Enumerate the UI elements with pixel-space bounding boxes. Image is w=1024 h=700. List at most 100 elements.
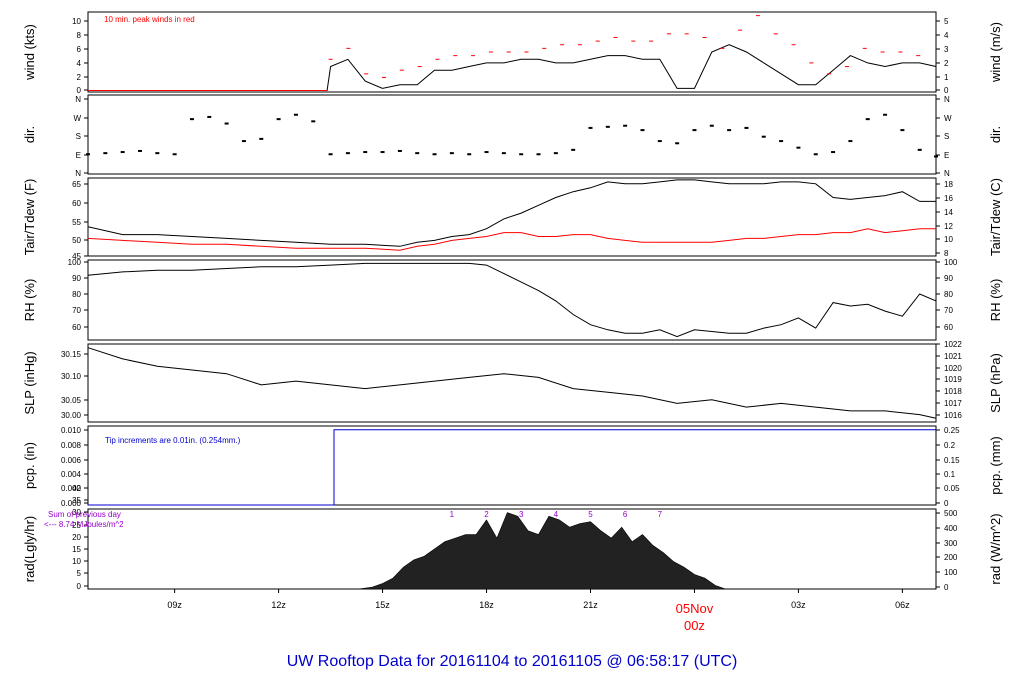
dir-point — [865, 118, 870, 121]
panel-rad: 05101520253035400100200300400500rad(Lgly… — [22, 484, 1003, 592]
hour-mark: 5 — [588, 510, 593, 519]
precip-note: Tip increments are 0.01in. (0.254mm.) — [105, 436, 241, 445]
chart-title: UW Rooftop Data for 20161104 to 20161105… — [287, 653, 738, 670]
dir-point — [259, 137, 264, 140]
left-tick-label: 65 — [72, 180, 81, 189]
left-tick-label: 60 — [72, 323, 81, 332]
right-tick-label: 100 — [944, 258, 958, 267]
right-tick-label: 8 — [944, 249, 949, 258]
right-tick-label: 1017 — [944, 399, 962, 408]
x-tick-label: 06z — [895, 600, 910, 610]
y-axis-label-left: RH (%) — [22, 279, 37, 322]
dir-point — [432, 153, 437, 156]
panel-pcp: 0.000 0.002 0.004 0.006 0.008 0.010 0 0.05 0.1 0.… — [22, 425, 1003, 508]
left-tick-label: 35 — [72, 496, 81, 505]
dir-point — [345, 152, 350, 155]
hour-mark: 1 — [450, 510, 455, 519]
right-tick-label: 3 — [944, 45, 949, 54]
left-tick-label: 8 — [77, 31, 82, 40]
right-tick-label: 0.2 — [944, 441, 956, 450]
left-tick-label: 0.002 — [61, 484, 82, 493]
dewpoint-line — [87, 228, 936, 251]
left-tick-label: 4 — [77, 59, 82, 68]
right-tick-label: 500 — [944, 509, 958, 518]
dir-point — [86, 153, 90, 156]
panel-wind: 0 2 4 6 8 10 0 1 2 3 4 5 wind (kts) wind (m/s) 10 min.… — [22, 11, 1003, 95]
left-tick-label: W — [73, 114, 81, 123]
right-tick-label: 12 — [944, 222, 953, 231]
x-tick-label: 15z — [375, 600, 390, 610]
dir-point — [934, 155, 938, 158]
left-tick-label: S — [76, 132, 81, 141]
left-tick-label: 6 — [77, 45, 82, 54]
x-tick-label: 12z — [271, 600, 286, 610]
y-axis-label-left: wind (kts) — [22, 24, 37, 81]
right-tick-label: 0 — [944, 583, 949, 592]
right-tick-label: 4 — [944, 31, 949, 40]
date-label: 05Nov — [676, 601, 714, 616]
dir-point — [623, 124, 628, 127]
dir-point — [519, 153, 524, 156]
dir-point — [640, 129, 645, 132]
dir-point — [293, 113, 298, 116]
dir-point — [709, 124, 714, 127]
left-tick-label: 0.000 — [61, 499, 82, 508]
dir-point — [467, 153, 472, 156]
x-tick-label: 21z — [583, 600, 598, 610]
right-tick-label: 300 — [944, 539, 958, 548]
left-tick-label: 40 — [72, 484, 81, 493]
dir-point — [380, 151, 385, 154]
panel-temperature: 45 50 55 60 65 8 10 12 14 16 18 Tair/Tdew (F) Tair/T… — [22, 177, 1003, 261]
left-tick-label: 60 — [72, 199, 81, 208]
left-tick-label: 20 — [72, 533, 81, 542]
left-tick-label: E — [76, 151, 81, 160]
dir-point — [917, 148, 922, 151]
right-tick-label: 200 — [944, 553, 958, 562]
left-tick-label: 25 — [72, 521, 81, 530]
left-tick-label: 30.05 — [61, 396, 82, 405]
hour-mark: 7 — [658, 510, 663, 519]
left-tick-label: 0 — [77, 86, 82, 95]
y-axis-label-left: SLP (inHg) — [22, 351, 37, 414]
dir-point — [155, 152, 160, 155]
dir-point — [744, 126, 749, 129]
left-tick-label: 15 — [72, 545, 81, 554]
left-tick-label: 0 — [77, 582, 82, 591]
right-tick-label: S — [944, 132, 949, 141]
dir-point — [120, 151, 125, 154]
dir-point — [328, 153, 333, 156]
right-tick-label: 0.1 — [944, 470, 956, 479]
dir-point — [501, 152, 506, 155]
right-tick-label: N — [944, 95, 950, 104]
y-axis-label-left: rad(Lgly/hr) — [22, 516, 37, 582]
date-hour-label: 00z — [684, 618, 705, 633]
left-tick-label: 30.15 — [61, 350, 82, 359]
left-tick-label: 10 — [72, 17, 81, 26]
dir-point — [172, 153, 177, 156]
right-tick-label: 400 — [944, 524, 958, 533]
y-axis-label-right: SLP (hPa) — [988, 353, 1003, 413]
dir-point — [241, 140, 246, 143]
air-temp-line — [87, 179, 936, 247]
right-tick-label: 90 — [944, 274, 953, 283]
left-tick-label: 55 — [72, 218, 81, 227]
right-tick-label: E — [944, 151, 949, 160]
left-tick-label: N — [75, 169, 81, 178]
panel-frame — [87, 425, 937, 506]
y-axis-label-left: Tair/Tdew (F) — [22, 179, 37, 256]
dir-point — [779, 140, 784, 143]
left-tick-label: 80 — [72, 290, 81, 299]
dir-point — [449, 152, 454, 155]
left-tick-label: 10 — [72, 557, 81, 566]
dir-point — [207, 115, 212, 118]
panel-slp: 30.00 30.05 30.10 30.15 1016 1017 1018 1019 1020… — [22, 340, 1003, 423]
dir-point — [363, 151, 368, 154]
dir-point — [397, 149, 402, 152]
right-tick-label: 1 — [944, 73, 949, 82]
y-axis-label-right: pcp. (mm) — [988, 436, 1003, 495]
right-tick-label: 0 — [944, 499, 949, 508]
right-tick-label: 1021 — [944, 352, 962, 361]
dir-point — [588, 126, 593, 129]
dir-point — [900, 129, 905, 132]
x-tick-label: 18z — [479, 600, 494, 610]
